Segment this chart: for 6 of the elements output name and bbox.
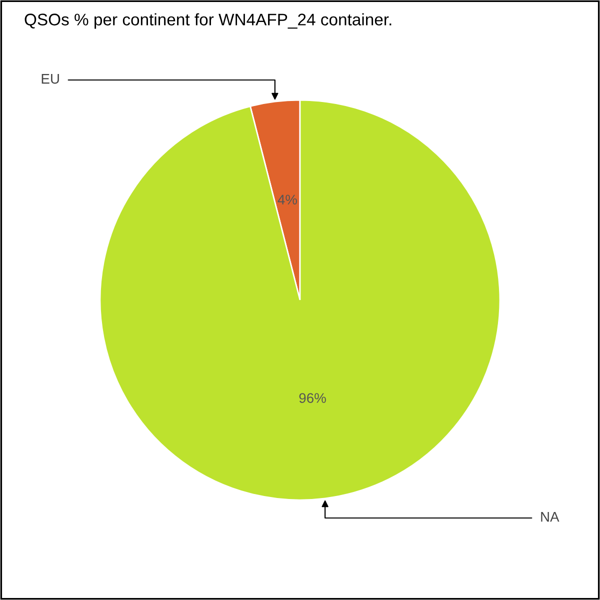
slice-label: EU: [42, 74, 59, 84]
slice-label: NA: [541, 512, 560, 522]
pie-slice: [99, 99, 501, 501]
data-label: 96%: [299, 393, 326, 403]
chart-title: QSOs % per continent for WN4AFP_24 container.: [24, 13, 392, 29]
data-label: 4%: [278, 194, 298, 204]
